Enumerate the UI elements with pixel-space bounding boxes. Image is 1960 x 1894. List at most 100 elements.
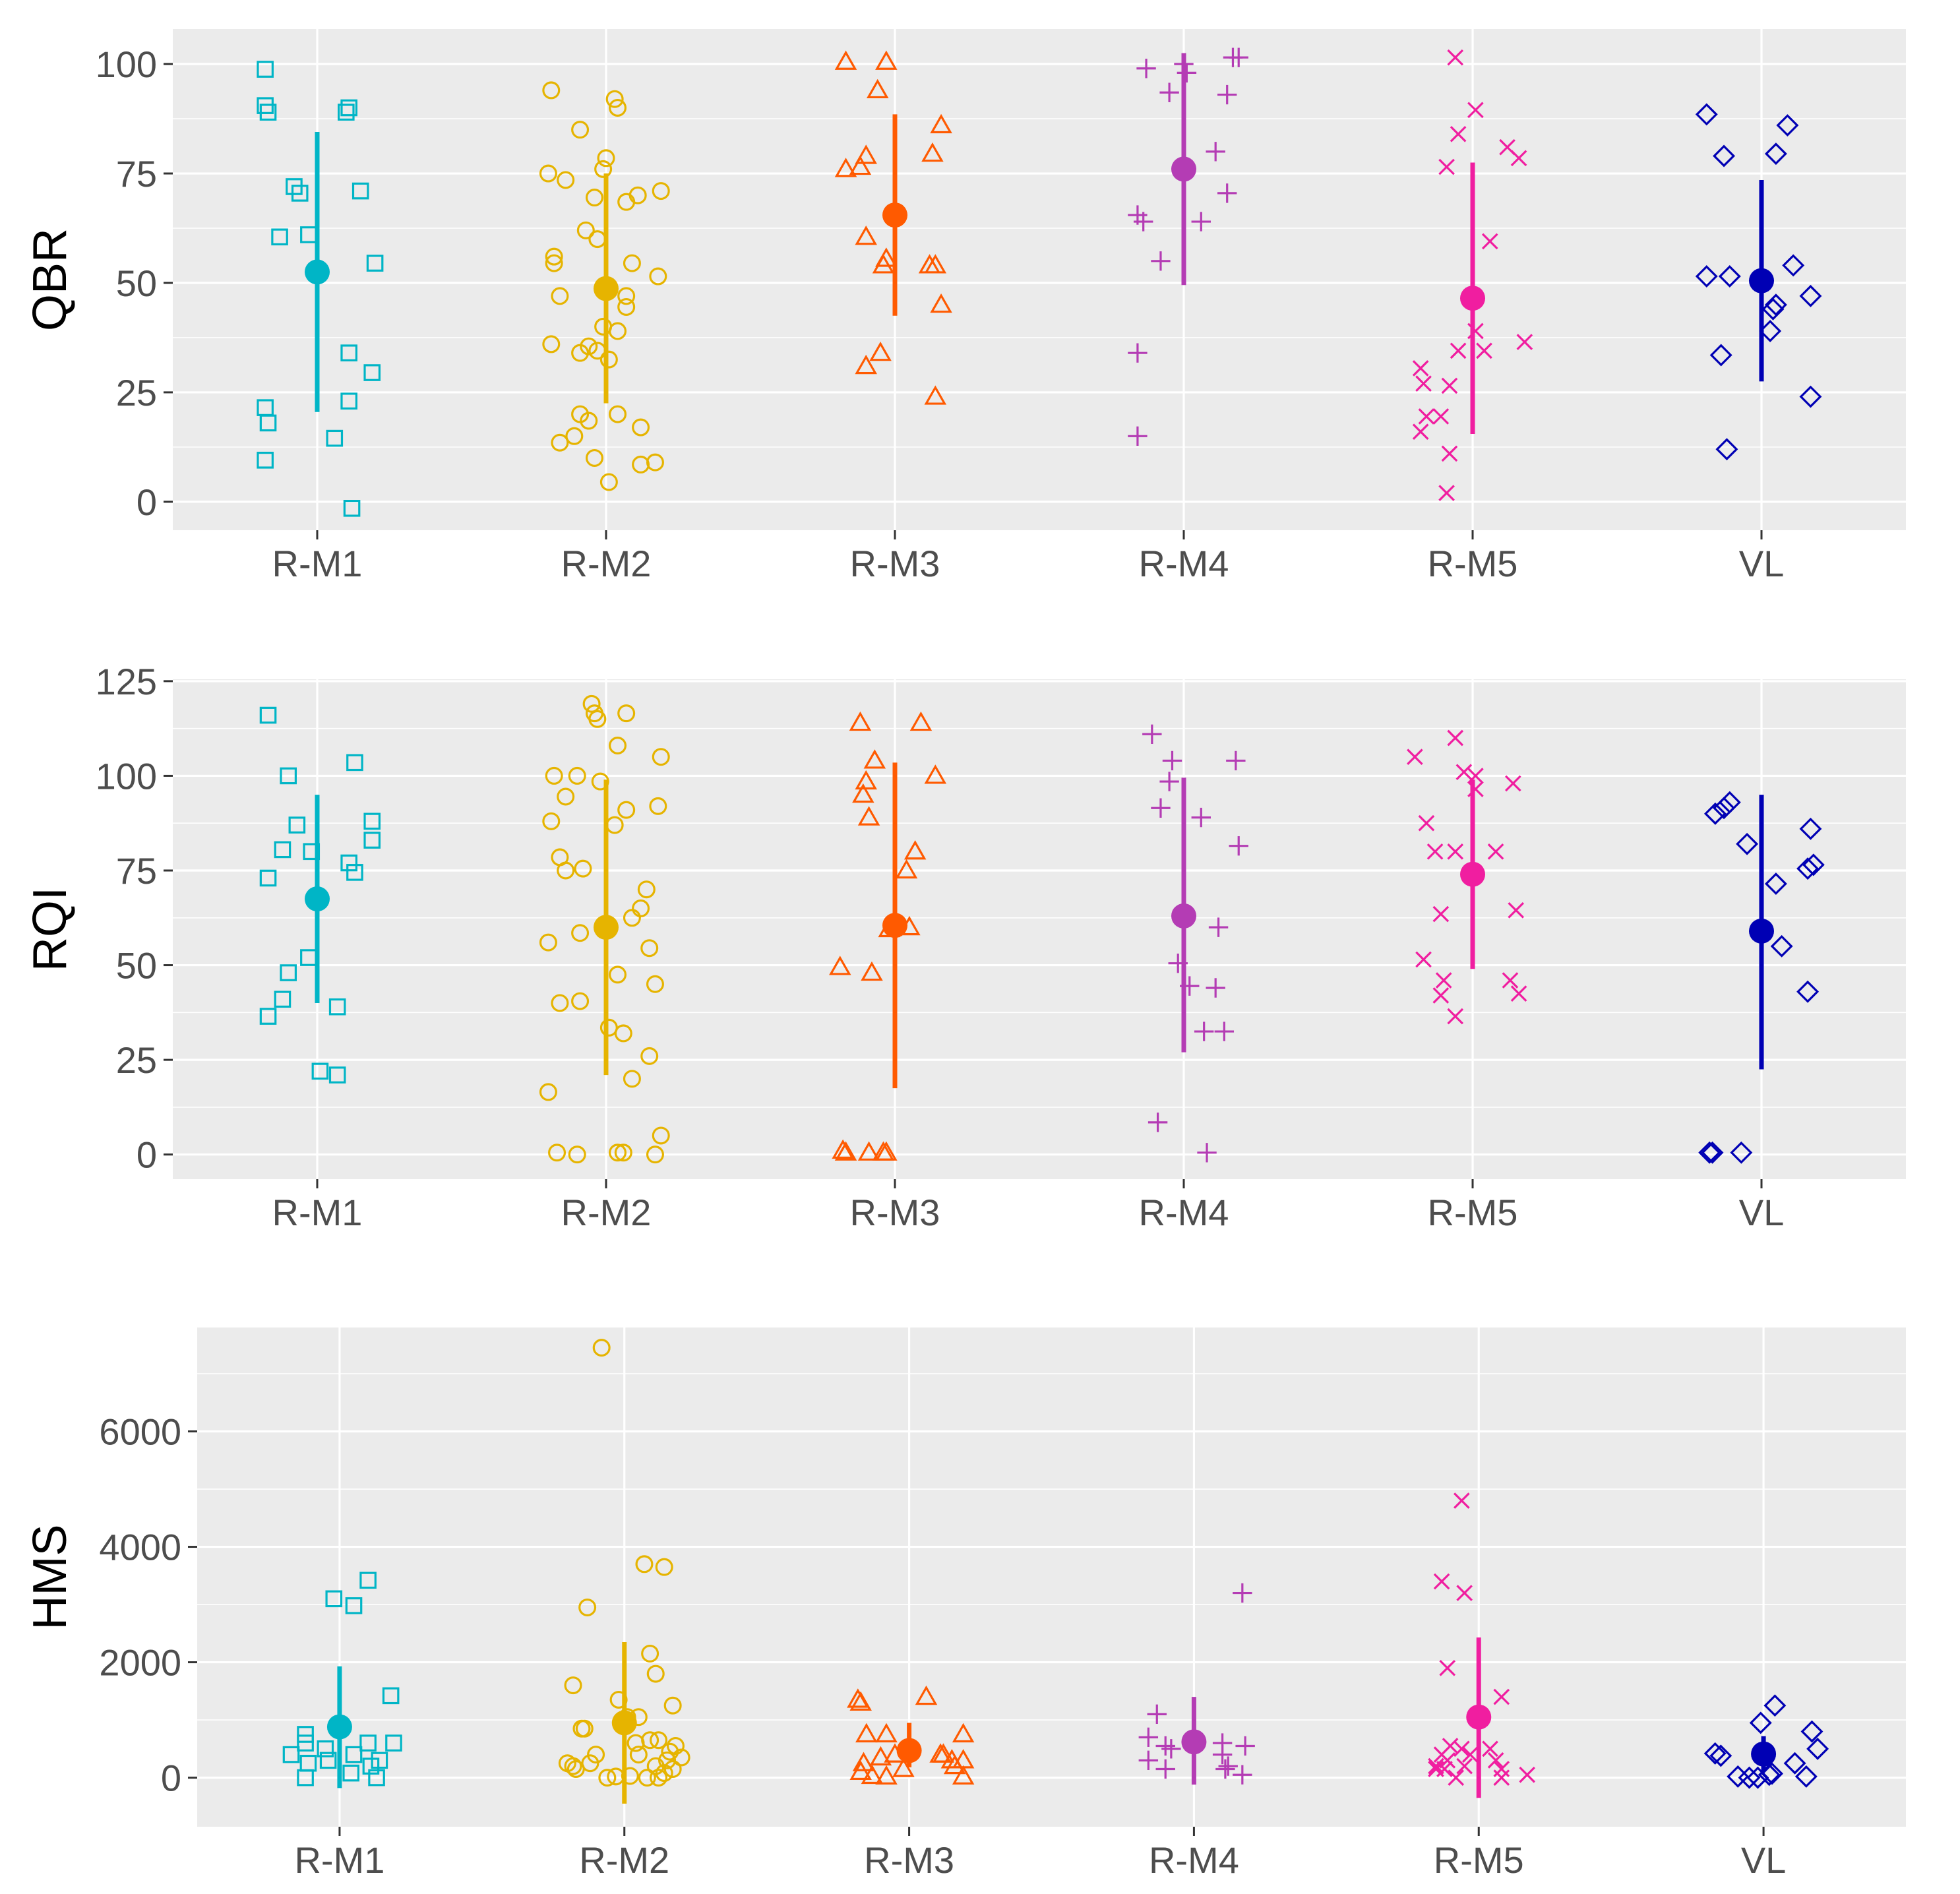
data-point bbox=[895, 859, 918, 879]
data-point bbox=[1218, 1756, 1238, 1776]
data-point bbox=[638, 1769, 656, 1787]
data-point bbox=[580, 412, 598, 430]
data-point bbox=[1438, 158, 1455, 175]
data-point bbox=[869, 341, 892, 361]
data-point bbox=[259, 706, 277, 724]
data-point bbox=[1142, 724, 1162, 744]
data-point bbox=[363, 364, 381, 381]
data-point bbox=[1418, 814, 1435, 832]
data-point bbox=[658, 1751, 677, 1769]
data-point bbox=[385, 1734, 402, 1752]
data-point bbox=[834, 1141, 857, 1161]
data-point bbox=[568, 766, 586, 785]
data-point bbox=[623, 254, 641, 272]
data-point bbox=[875, 1723, 898, 1743]
data-point bbox=[1454, 1492, 1470, 1509]
data-point bbox=[1426, 843, 1444, 860]
data-point bbox=[829, 956, 851, 975]
mean-point bbox=[896, 1738, 922, 1763]
data-point bbox=[663, 1759, 682, 1778]
data-point bbox=[1493, 1688, 1510, 1705]
data-point bbox=[649, 797, 667, 815]
data-point bbox=[274, 991, 291, 1008]
data-point bbox=[1510, 150, 1527, 167]
data-point bbox=[1709, 344, 1732, 367]
data-point bbox=[1441, 377, 1458, 394]
series-r-m2 bbox=[558, 1339, 690, 1804]
data-point bbox=[1233, 1583, 1252, 1603]
data-point bbox=[1233, 1765, 1252, 1785]
y-tick-label: 100 bbox=[96, 44, 157, 85]
series-r-m3 bbox=[847, 1685, 975, 1785]
data-point bbox=[655, 1558, 673, 1576]
data-point bbox=[1455, 764, 1473, 781]
data-point bbox=[259, 869, 277, 887]
data-point bbox=[1217, 183, 1237, 203]
y-tick-label: 50 bbox=[116, 262, 157, 304]
data-point bbox=[857, 1141, 880, 1161]
data-point bbox=[1487, 1752, 1504, 1769]
data-point bbox=[640, 939, 659, 958]
data-point bbox=[571, 121, 590, 139]
mean-point bbox=[882, 202, 907, 228]
data-point bbox=[571, 992, 590, 1010]
series-vl bbox=[1698, 791, 1825, 1164]
y-tick-label: 25 bbox=[116, 1039, 157, 1081]
data-point bbox=[565, 427, 584, 445]
data-point bbox=[872, 254, 895, 274]
y-tick-label: 0 bbox=[137, 1134, 157, 1176]
data-point bbox=[1155, 1736, 1175, 1756]
data-point bbox=[641, 1644, 659, 1663]
data-point bbox=[640, 1047, 659, 1065]
data-point bbox=[342, 1764, 359, 1782]
data-point bbox=[1432, 905, 1450, 923]
data-point bbox=[627, 1734, 645, 1752]
data-point bbox=[1208, 917, 1229, 937]
y-tick-label: 0 bbox=[161, 1757, 181, 1799]
data-point bbox=[1428, 1757, 1444, 1775]
mean-point bbox=[1751, 1741, 1777, 1767]
data-point bbox=[346, 754, 363, 772]
data-point bbox=[539, 164, 557, 183]
data-point bbox=[855, 226, 877, 245]
data-point bbox=[1439, 1660, 1456, 1676]
data-point bbox=[257, 451, 274, 469]
data-point bbox=[646, 1665, 665, 1683]
data-point bbox=[1435, 972, 1452, 989]
data-point bbox=[1715, 438, 1738, 461]
mean-point bbox=[1466, 1704, 1492, 1730]
data-point bbox=[1761, 297, 1785, 321]
data-point bbox=[875, 50, 898, 70]
data-point bbox=[1770, 934, 1793, 958]
data-point bbox=[1796, 980, 1820, 1003]
data-point bbox=[609, 736, 627, 754]
data-point bbox=[652, 182, 670, 200]
x-tick-label: R-M2 bbox=[579, 1839, 669, 1881]
data-point bbox=[1447, 1008, 1464, 1025]
data-point bbox=[1415, 951, 1432, 968]
data-point bbox=[1177, 63, 1197, 83]
data-point bbox=[568, 1146, 586, 1164]
data-point bbox=[575, 1719, 594, 1738]
data-point bbox=[663, 1696, 682, 1715]
data-point bbox=[875, 1765, 898, 1785]
data-point bbox=[652, 1126, 670, 1145]
data-point bbox=[557, 171, 575, 189]
data-point bbox=[1508, 901, 1525, 919]
panel-hms: 0 2000 4000 6000 R-M1 R-M2 R-M3 R-M4 R-M5 VL HMS bbox=[24, 1328, 1906, 1881]
data-point bbox=[632, 418, 650, 437]
data-point bbox=[1412, 423, 1429, 440]
data-point bbox=[1730, 1141, 1753, 1164]
data-point bbox=[297, 1726, 314, 1743]
data-point bbox=[930, 113, 952, 134]
data-point bbox=[1194, 1022, 1214, 1041]
series-r-m4 bbox=[1142, 724, 1248, 1163]
data-point bbox=[1799, 284, 1822, 307]
data-point bbox=[359, 1734, 377, 1752]
data-point bbox=[875, 1141, 898, 1161]
data-point bbox=[288, 816, 306, 834]
data-point bbox=[1428, 1761, 1444, 1777]
y-tick-label: 6000 bbox=[99, 1411, 181, 1453]
x-tick-label: R-M3 bbox=[864, 1839, 954, 1881]
data-point bbox=[943, 1754, 966, 1775]
